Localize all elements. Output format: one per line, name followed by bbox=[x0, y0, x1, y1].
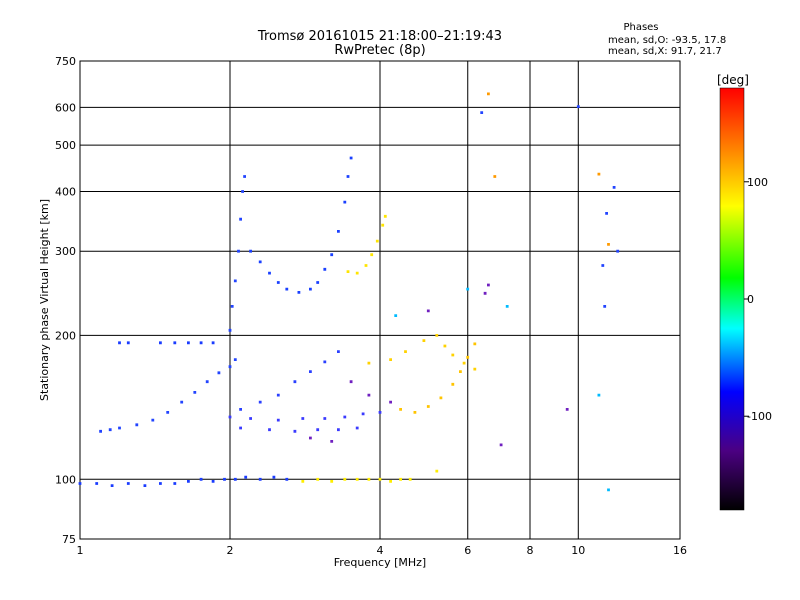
data-point-series bbox=[118, 341, 215, 345]
y-tick-label: 400 bbox=[55, 185, 76, 198]
y-tick-label: 200 bbox=[55, 329, 76, 342]
colorbar-tick-label: 0 bbox=[747, 293, 754, 306]
x-tick-label: 2 bbox=[227, 544, 234, 557]
y-tick-label: 600 bbox=[55, 101, 76, 114]
stats-title: Phases bbox=[623, 22, 658, 33]
x-tick-label: 1 bbox=[77, 544, 84, 557]
data-point-series bbox=[301, 469, 439, 483]
colorbar-tick-label: 100 bbox=[747, 176, 768, 189]
chart-title-line2: RwPretec (8p) bbox=[334, 43, 425, 58]
stats-o: mean, sd,O: -93.5, 17.8 bbox=[608, 35, 726, 46]
axis-ticks: 1 2 4 6 8 10 16 75 100 200 300 400 500 600 750 bbox=[55, 55, 687, 557]
data-point-series bbox=[78, 475, 289, 487]
colorbar-unit: [deg] bbox=[717, 73, 749, 87]
x-tick-label: 16 bbox=[673, 544, 687, 557]
y-tick-label: 75 bbox=[62, 533, 76, 546]
y-tick-label: 750 bbox=[55, 55, 76, 68]
colorbar-tick-label: -100 bbox=[747, 410, 772, 423]
grid-lines bbox=[80, 61, 680, 539]
y-tick-label: 300 bbox=[55, 245, 76, 258]
chart-title-line1: Tromsø 20161015 21:18:00–21:19:43 bbox=[257, 29, 502, 44]
y-axis-label: Stationary phase Virtual Height [km] bbox=[38, 199, 51, 401]
y-tick-label: 500 bbox=[55, 139, 76, 152]
x-tick-label: 8 bbox=[527, 544, 534, 557]
stats-x: mean, sd,X: 91.7, 21.7 bbox=[608, 46, 722, 57]
x-tick-label: 4 bbox=[377, 544, 384, 557]
colorbar-ticks: 100 0 -100 bbox=[744, 176, 772, 423]
data-points bbox=[78, 92, 620, 492]
x-tick-label: 10 bbox=[571, 544, 585, 557]
x-axis-label: Frequency [MHz] bbox=[334, 556, 426, 569]
colorbar bbox=[719, 87, 745, 511]
y-tick-label: 100 bbox=[55, 473, 76, 486]
x-tick-label: 6 bbox=[464, 544, 471, 557]
